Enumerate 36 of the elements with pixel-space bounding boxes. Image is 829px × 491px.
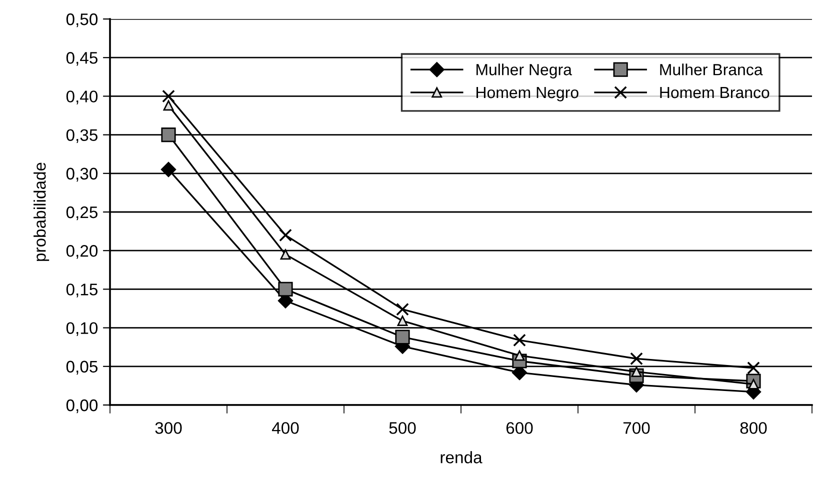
point	[280, 249, 291, 260]
legend-label: Mulher Branca	[660, 64, 763, 76]
point	[278, 282, 293, 296]
x-tick-label: 300	[155, 422, 182, 434]
y-tick-label: 0,00	[66, 399, 98, 414]
y-tick-label: 0,45	[66, 52, 98, 66]
y-tick-label: 0,20	[66, 245, 98, 259]
point	[160, 162, 176, 178]
point	[630, 352, 643, 366]
legend-label: Homem Branco	[660, 87, 770, 98]
y-tick-label: 0,30	[66, 168, 98, 182]
y-tick-label: 0,15	[66, 284, 98, 298]
x-tick-label: 400	[272, 422, 299, 434]
point	[279, 228, 292, 242]
y-tick-label: 0,50	[66, 13, 98, 28]
point	[163, 100, 174, 111]
point	[513, 334, 526, 347]
point	[161, 128, 176, 142]
y-tick-label: 0,25	[66, 206, 98, 220]
point	[397, 316, 408, 326]
x-tick-label: 700	[623, 422, 650, 434]
y-tick-label: 0,40	[66, 90, 98, 104]
x-tick-label: 800	[740, 422, 767, 434]
y-tick-label: 0,10	[66, 322, 98, 336]
x-tick-label: 600	[506, 422, 533, 434]
legend-label: Mulher Negra	[476, 64, 572, 78]
legend-label: Homem Negro	[476, 87, 578, 102]
point	[747, 361, 760, 374]
x-tick-label: 500	[389, 422, 416, 434]
y-tick-label: 0,35	[66, 129, 98, 143]
x-axis-title: renda	[440, 451, 482, 464]
point	[395, 330, 410, 344]
point	[162, 90, 175, 103]
point	[396, 302, 409, 316]
y-axis-title: probabilidade	[34, 162, 50, 261]
y-tick-label: 0,05	[66, 360, 98, 375]
